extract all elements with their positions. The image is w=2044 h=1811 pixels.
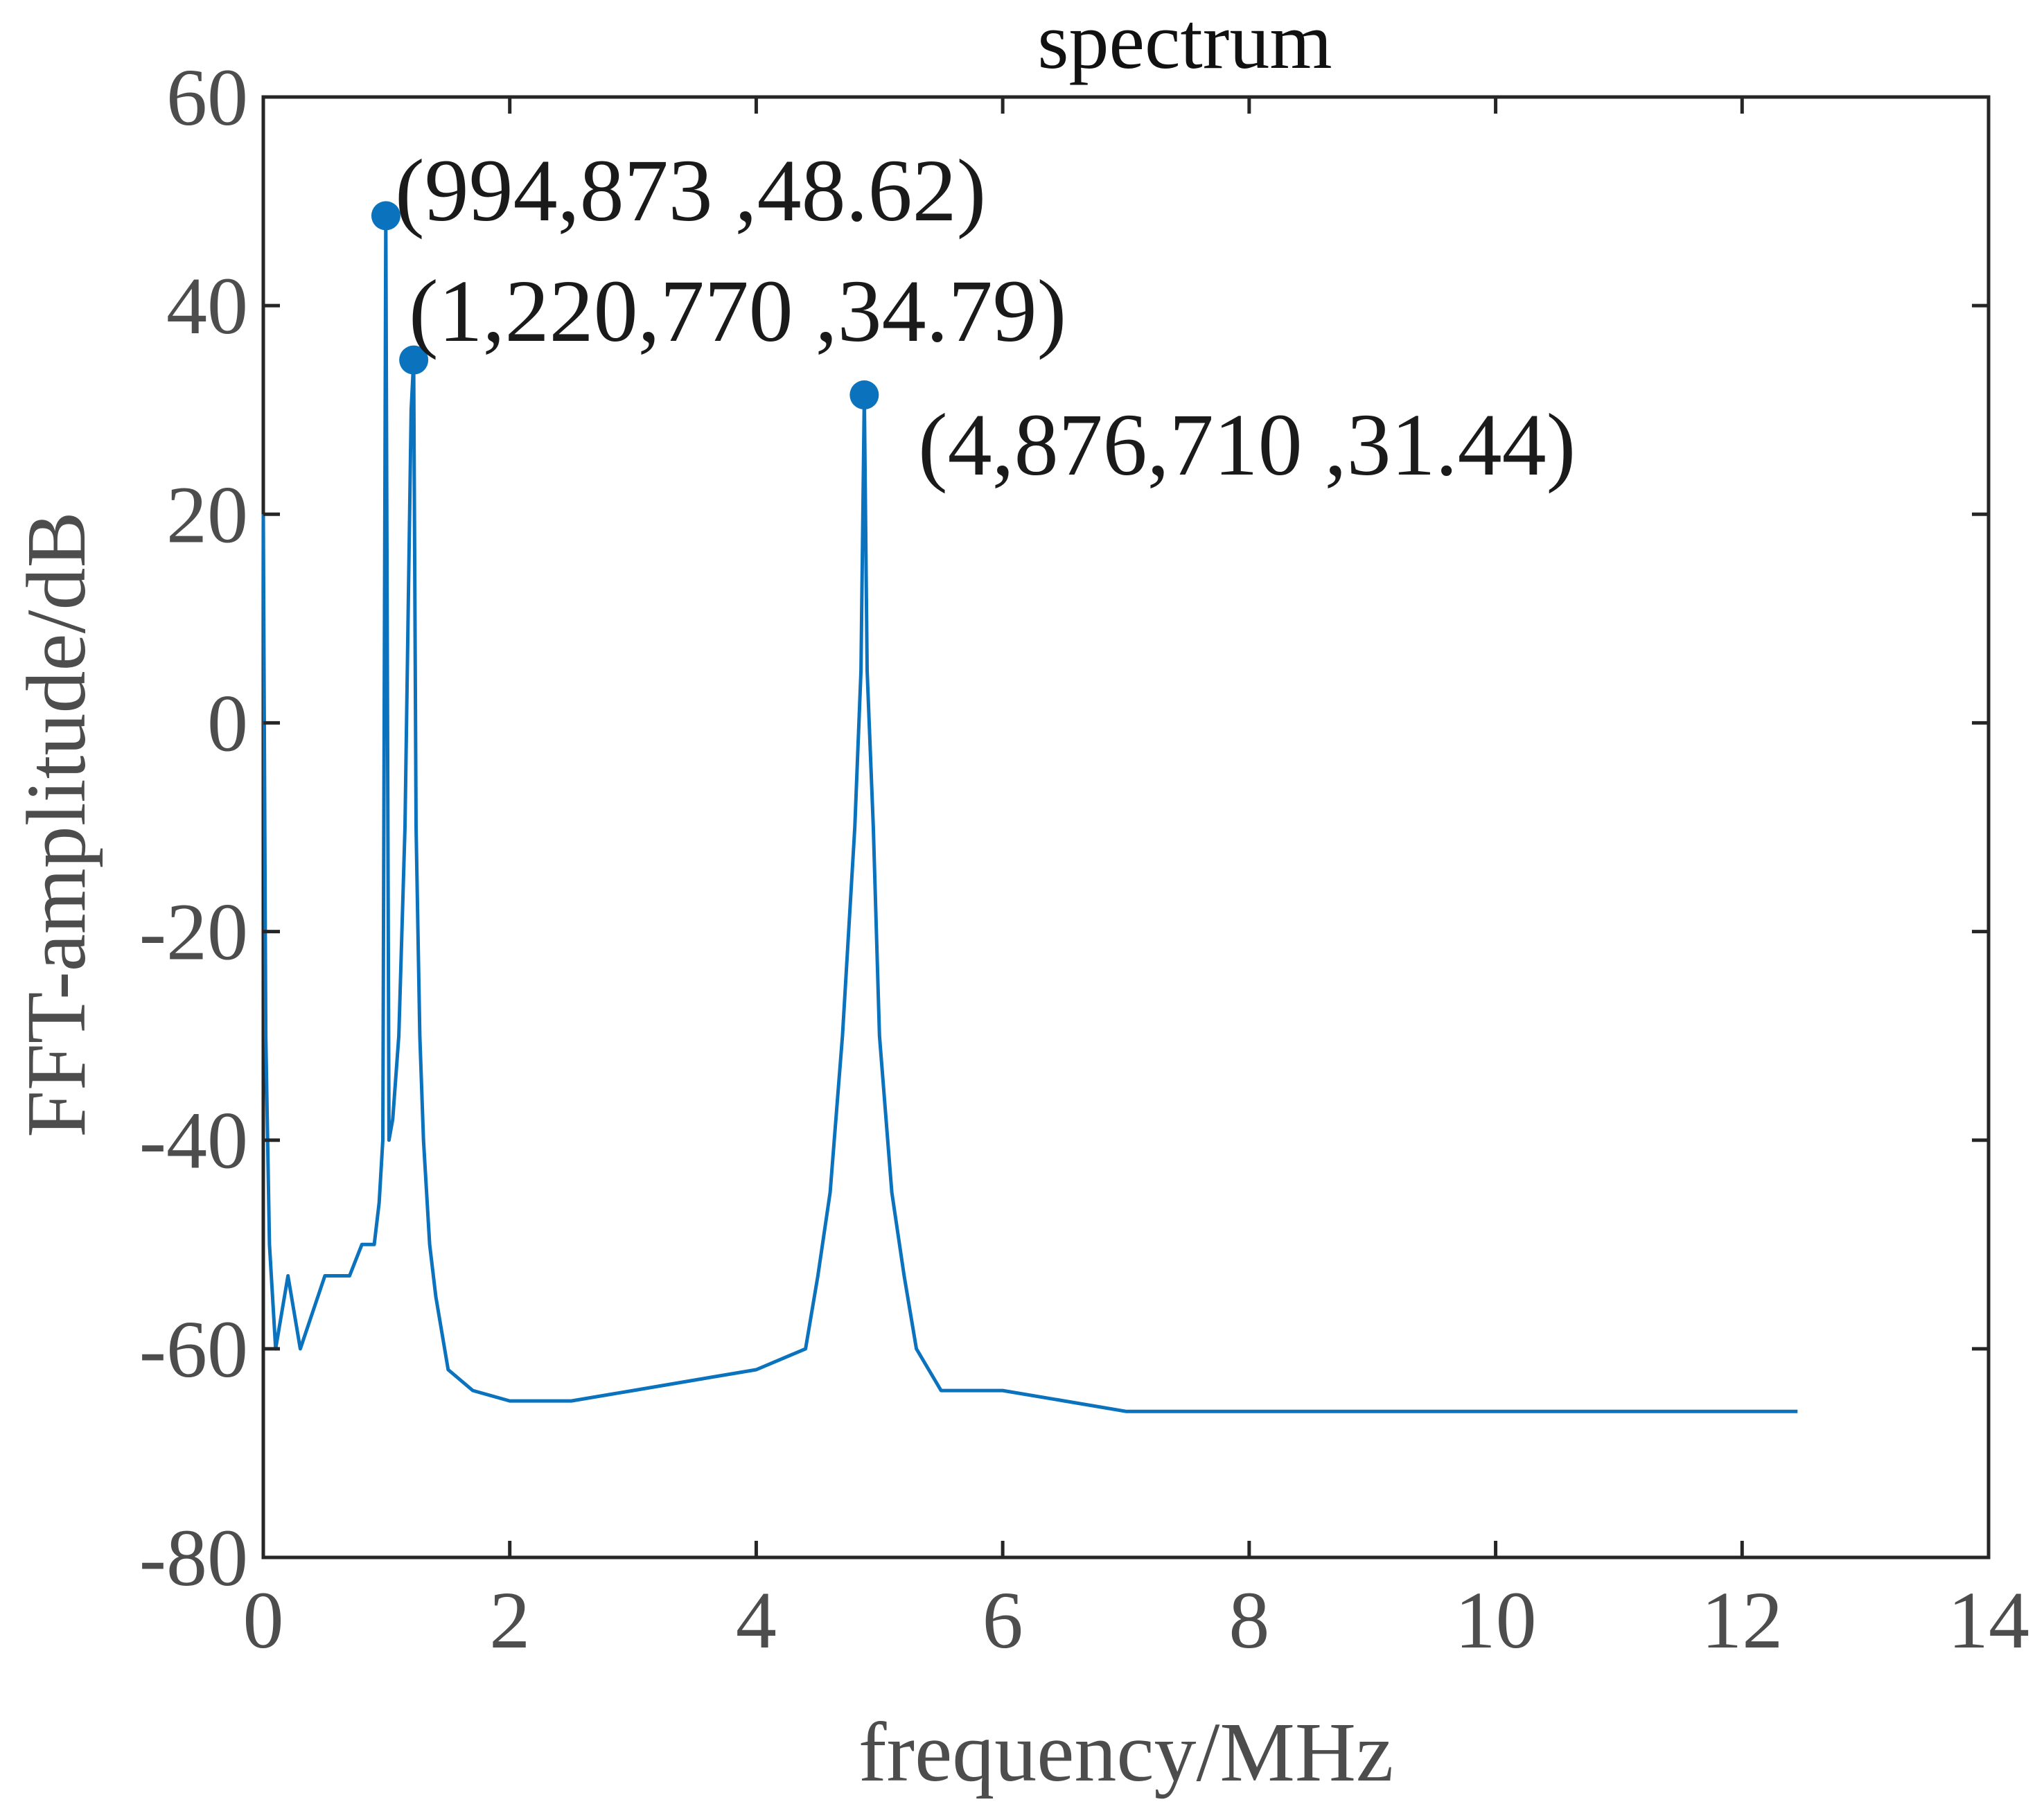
x-tick-label: 10 — [1455, 1575, 1537, 1666]
x-tick-label: 6 — [983, 1575, 1023, 1666]
x-tick-label: 0 — [243, 1575, 284, 1666]
peak-label: (4,876,710 ,31.44) — [918, 396, 1576, 494]
x-tick-label: 14 — [1948, 1575, 2029, 1666]
x-tick-label: 4 — [736, 1575, 777, 1666]
peak-marker — [399, 345, 429, 375]
x-axis: 0 2 4 6 8 10 12 14 — [243, 97, 2029, 1666]
y-tick-label: -60 — [139, 1304, 248, 1395]
x-tick-label: 8 — [1228, 1575, 1269, 1666]
chart-title: spectrum — [1037, 0, 1332, 86]
y-tick-label: 40 — [166, 260, 248, 351]
peak-marker — [849, 380, 879, 410]
peak-label: (994,873 ,48.62) — [395, 141, 986, 240]
y-tick-label: -20 — [139, 887, 248, 978]
y-tick-label: -80 — [139, 1512, 248, 1603]
peak-label: (1,220,770 ,34.79) — [409, 262, 1066, 360]
peak-marker — [371, 201, 400, 231]
y-axis: 60 40 20 0 -20 -40 -60 -80 — [139, 52, 1989, 1603]
x-axis-label: frequency/MHz — [858, 1706, 1393, 1799]
y-tick-label: 60 — [166, 52, 248, 143]
y-tick-label: 0 — [207, 678, 248, 768]
x-tick-label: 2 — [489, 1575, 530, 1666]
spectrum-series-line — [261, 213, 1798, 1413]
y-tick-label: 20 — [166, 469, 248, 560]
y-tick-label: -40 — [139, 1095, 248, 1186]
plot-area — [261, 95, 1991, 1560]
y-axis-label: FFT-amplitude/dB — [10, 511, 103, 1138]
peak-annotations: (994,873 ,48.62) (1,220,770 ,34.79) (4,876… — [371, 141, 1576, 494]
x-tick-label: 12 — [1701, 1575, 1783, 1666]
